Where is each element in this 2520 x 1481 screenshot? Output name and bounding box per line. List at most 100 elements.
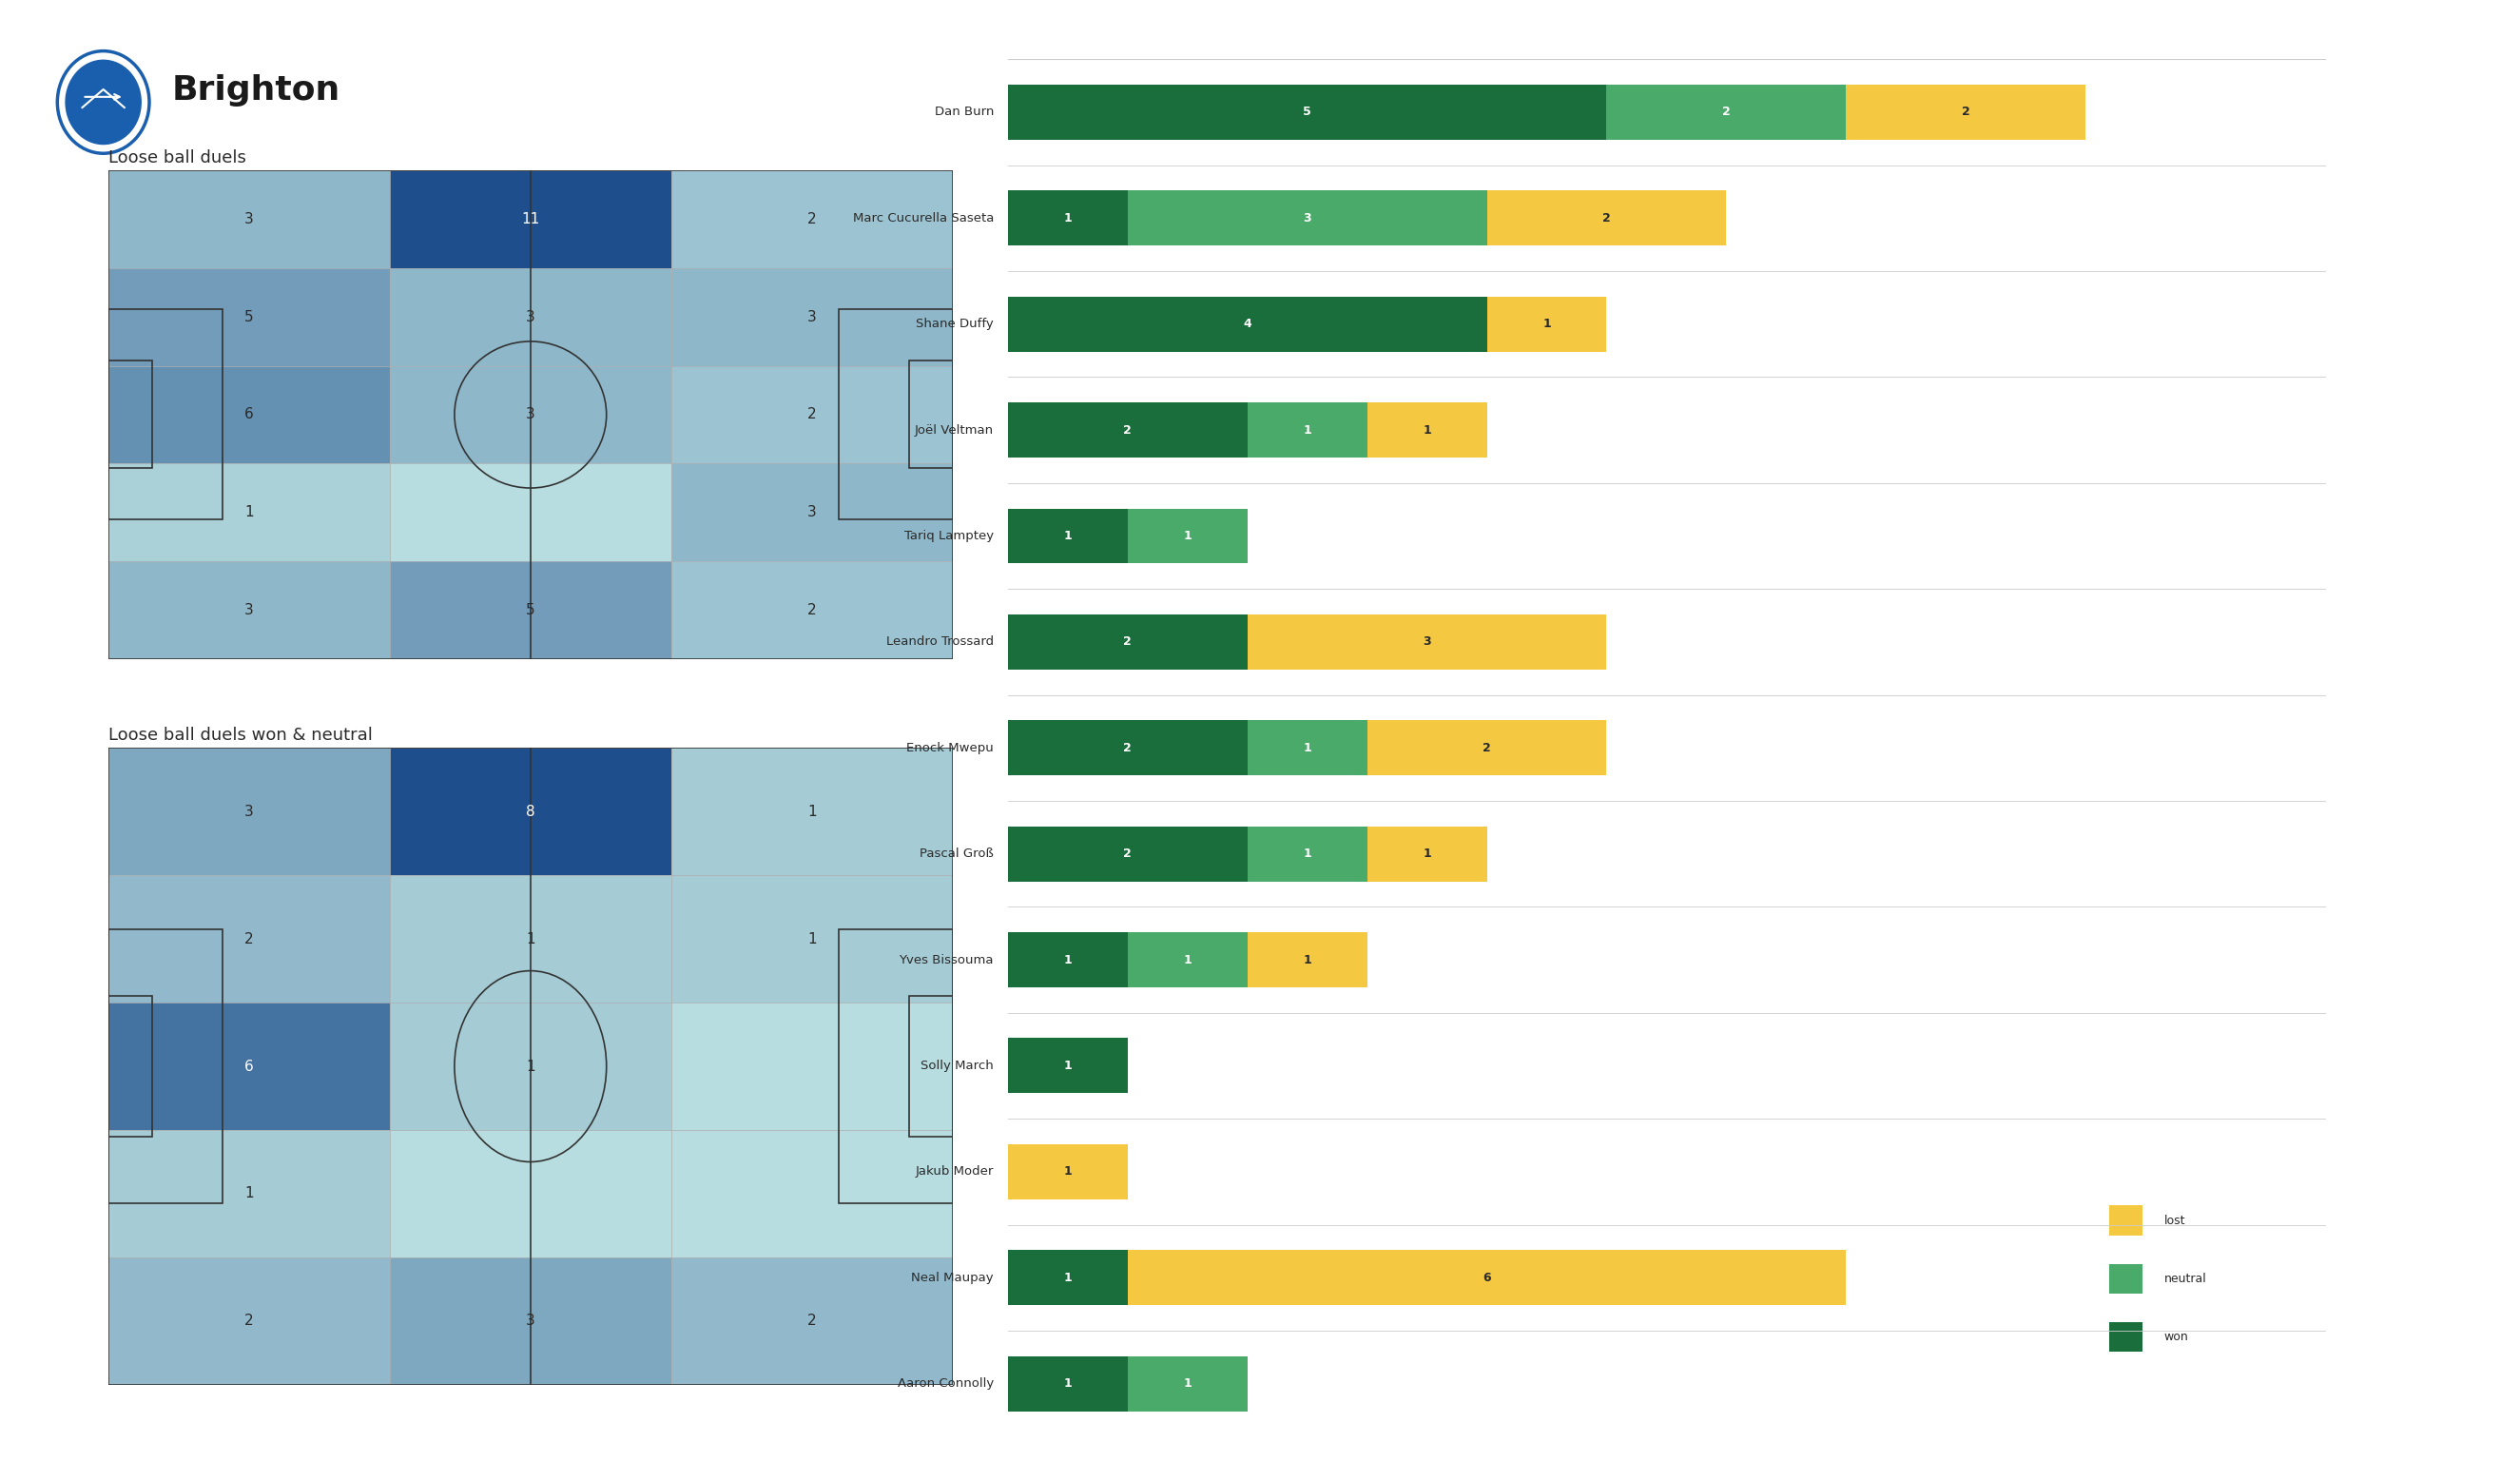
Bar xyxy=(1487,296,1608,351)
Bar xyxy=(910,361,953,468)
Text: 1: 1 xyxy=(1063,1377,1071,1389)
Text: 1: 1 xyxy=(1303,424,1310,437)
Text: 6: 6 xyxy=(1482,1272,1492,1284)
Text: 1: 1 xyxy=(1424,847,1431,860)
Bar xyxy=(1126,508,1247,564)
Text: 2: 2 xyxy=(806,212,816,227)
Bar xyxy=(2109,1206,2142,1235)
Bar xyxy=(391,464,670,561)
Bar xyxy=(2109,1323,2142,1352)
Text: 1: 1 xyxy=(1063,1166,1071,1177)
Bar xyxy=(1008,720,1247,776)
Bar xyxy=(1126,191,1487,246)
Text: 1: 1 xyxy=(1303,847,1310,860)
Bar xyxy=(1366,826,1487,881)
Text: 2: 2 xyxy=(1124,635,1131,649)
Bar xyxy=(391,1003,670,1130)
Text: 1: 1 xyxy=(806,932,816,946)
Bar xyxy=(1247,720,1366,776)
Text: 1: 1 xyxy=(1424,424,1431,437)
Bar xyxy=(108,464,391,561)
Text: Brighton: Brighton xyxy=(171,74,340,107)
Bar xyxy=(391,1130,670,1257)
Text: 2: 2 xyxy=(244,932,255,946)
Text: 6: 6 xyxy=(244,407,255,422)
Text: 1: 1 xyxy=(1184,954,1192,966)
Text: 2: 2 xyxy=(1124,742,1131,754)
Bar xyxy=(670,748,953,875)
Bar xyxy=(1008,615,1247,669)
Text: Pascal Groß: Pascal Groß xyxy=(920,847,993,860)
Bar xyxy=(839,930,953,1203)
Text: 2: 2 xyxy=(1482,742,1492,754)
Bar xyxy=(108,997,151,1136)
Text: 11: 11 xyxy=(522,212,539,227)
Bar xyxy=(1008,1250,1126,1305)
Text: 1: 1 xyxy=(1184,530,1192,542)
Bar xyxy=(391,748,670,875)
Bar xyxy=(108,1257,391,1385)
Bar xyxy=(1008,296,1487,351)
Bar xyxy=(670,170,953,268)
Bar xyxy=(1366,403,1487,458)
Bar xyxy=(670,268,953,366)
Text: 3: 3 xyxy=(244,804,255,819)
Text: 1: 1 xyxy=(1063,212,1071,224)
Text: Loose ball duels won & neutral: Loose ball duels won & neutral xyxy=(108,727,373,743)
Text: 3: 3 xyxy=(1424,635,1431,649)
Text: neutral: neutral xyxy=(2165,1272,2208,1286)
Bar xyxy=(1366,720,1608,776)
Bar xyxy=(108,361,151,468)
Text: Dan Burn: Dan Burn xyxy=(935,107,993,118)
Text: won: won xyxy=(2165,1331,2190,1343)
Bar xyxy=(670,875,953,1003)
Bar xyxy=(108,561,391,659)
Bar xyxy=(1126,1357,1247,1411)
Bar xyxy=(108,1003,391,1130)
Text: 1: 1 xyxy=(1063,1059,1071,1072)
Bar xyxy=(391,875,670,1003)
Text: 1: 1 xyxy=(1303,742,1310,754)
Text: 1: 1 xyxy=(1303,954,1310,966)
Text: 1: 1 xyxy=(527,1059,534,1074)
Text: 1: 1 xyxy=(527,932,534,946)
Bar xyxy=(391,561,670,659)
Bar xyxy=(1608,84,1845,139)
Text: 1: 1 xyxy=(1542,318,1550,330)
Text: Tariq Lamptey: Tariq Lamptey xyxy=(905,530,993,542)
Bar xyxy=(108,268,391,366)
Text: Leandro Trossard: Leandro Trossard xyxy=(887,635,993,649)
Text: 3: 3 xyxy=(1303,212,1310,224)
Circle shape xyxy=(66,59,141,145)
Bar xyxy=(108,748,391,875)
Text: 1: 1 xyxy=(1063,1272,1071,1284)
Bar xyxy=(670,1130,953,1257)
Bar xyxy=(670,1257,953,1385)
Bar xyxy=(670,464,953,561)
Bar xyxy=(391,170,670,268)
Bar xyxy=(1487,191,1726,246)
Text: 3: 3 xyxy=(527,1314,534,1328)
Text: 5: 5 xyxy=(244,310,255,324)
Bar xyxy=(391,1257,670,1385)
Circle shape xyxy=(58,50,149,154)
Text: 2: 2 xyxy=(1961,107,1971,118)
Bar xyxy=(670,561,953,659)
Text: 3: 3 xyxy=(527,407,534,422)
Text: lost: lost xyxy=(2165,1214,2185,1226)
Bar xyxy=(1008,403,1247,458)
Text: Solly March: Solly March xyxy=(920,1059,993,1072)
Bar xyxy=(391,268,670,366)
Bar xyxy=(108,875,391,1003)
Bar xyxy=(1247,615,1608,669)
Text: Loose ball duels: Loose ball duels xyxy=(108,150,247,166)
Text: 3: 3 xyxy=(244,603,255,618)
Text: Jakub Moder: Jakub Moder xyxy=(915,1166,993,1177)
Text: Shane Duffy: Shane Duffy xyxy=(915,318,993,330)
Text: 3: 3 xyxy=(527,310,534,324)
Bar xyxy=(108,366,391,464)
Bar xyxy=(108,170,391,268)
Text: Neal Maupay: Neal Maupay xyxy=(912,1272,993,1284)
Bar xyxy=(1008,826,1247,881)
Bar xyxy=(1247,403,1366,458)
